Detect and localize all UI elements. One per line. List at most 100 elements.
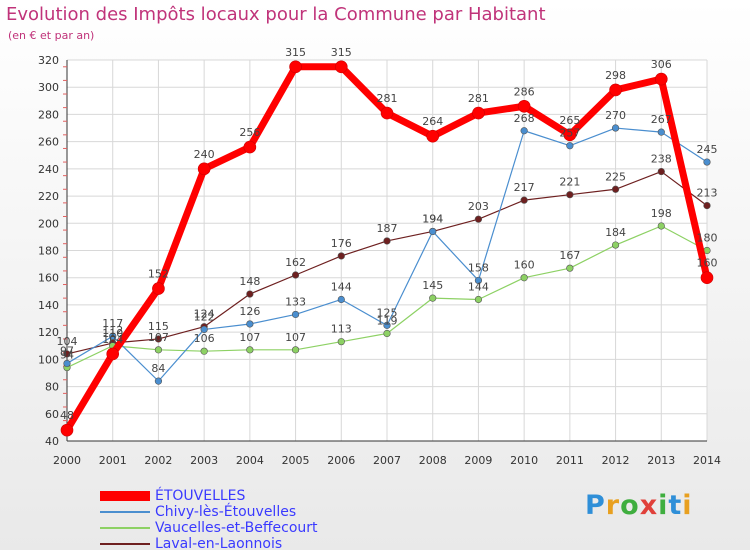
data-label-laval: 225 — [605, 170, 626, 183]
data-point-etouvelles — [472, 106, 485, 120]
data-label-laval: 238 — [651, 153, 672, 166]
x-tick-label: 2003 — [190, 454, 218, 467]
data-label-vaucelles: 106 — [194, 332, 215, 345]
x-tick-label: 2014 — [693, 454, 721, 467]
data-label-chivy: 270 — [605, 109, 626, 122]
x-tick-label: 2009 — [464, 454, 492, 467]
data-label-laval: 115 — [148, 320, 169, 333]
data-point-laval — [657, 167, 665, 176]
data-label-etouvelles: 48 — [60, 409, 74, 422]
y-tick-label: 40 — [45, 435, 59, 448]
data-label-vaucelles: 94 — [60, 349, 74, 362]
legend-swatch-chivy — [100, 511, 150, 513]
data-label-laval: 194 — [422, 212, 443, 225]
data-label-chivy: 144 — [331, 280, 352, 293]
y-tick-label: 200 — [38, 217, 59, 230]
data-point-vaucelles — [611, 241, 620, 249]
data-label-etouvelles: 286 — [514, 85, 535, 98]
data-point-vaucelles — [383, 329, 391, 338]
x-tick-label: 2001 — [99, 454, 127, 467]
y-tick-label: 100 — [38, 353, 59, 366]
data-point-chivy — [337, 295, 345, 304]
legend-swatch-etouvelles — [100, 491, 150, 501]
data-point-vaucelles — [154, 346, 163, 354]
data-label-vaucelles: 184 — [605, 226, 626, 239]
chart-subtitle: (en € et par an) — [8, 29, 95, 42]
x-tick-label: 2013 — [647, 454, 675, 467]
data-point-chivy — [703, 158, 711, 166]
x-tick-label: 2010 — [510, 454, 538, 467]
data-label-chivy: 117 — [102, 317, 123, 330]
data-point-vaucelles — [566, 264, 574, 272]
data-label-chivy: 133 — [285, 295, 306, 308]
data-label-vaucelles: 107 — [239, 331, 260, 344]
data-label-chivy: 126 — [239, 305, 260, 318]
data-point-laval — [611, 185, 620, 193]
x-tick-label: 2011 — [556, 454, 584, 467]
data-point-chivy — [291, 310, 300, 319]
data-point-chivy — [520, 127, 528, 135]
x-tick-label: 2012 — [602, 454, 630, 467]
data-point-chivy — [429, 227, 437, 236]
data-label-chivy: 245 — [697, 143, 718, 156]
data-label-etouvelles: 240 — [194, 148, 215, 161]
data-label-etouvelles: 315 — [331, 46, 352, 59]
data-point-chivy — [109, 332, 117, 340]
data-label-vaucelles: 110 — [102, 327, 123, 340]
data-label-vaucelles: 167 — [559, 249, 580, 262]
data-point-chivy — [246, 320, 254, 328]
data-label-etouvelles: 281 — [468, 92, 489, 105]
y-tick-label: 180 — [38, 245, 59, 258]
data-point-laval — [474, 215, 483, 223]
x-tick-label: 2004 — [236, 454, 264, 467]
data-label-laval: 221 — [559, 176, 580, 189]
data-label-vaucelles: 160 — [514, 259, 535, 272]
data-point-etouvelles — [700, 271, 714, 285]
y-tick-label: 220 — [38, 190, 59, 203]
data-label-chivy: 268 — [514, 112, 535, 125]
data-point-vaucelles — [291, 346, 300, 354]
data-point-etouvelles — [152, 282, 165, 295]
data-label-chivy: 194 — [422, 212, 443, 225]
legend-label-vaucelles: Vaucelles-et-Beffecourt — [155, 520, 318, 536]
data-label-etouvelles: 264 — [422, 115, 443, 128]
data-point-chivy — [200, 325, 208, 334]
data-point-vaucelles — [657, 222, 665, 230]
data-label-chivy: 125 — [377, 306, 398, 319]
legend-label-laval: Laval-en-Laonnois — [155, 536, 283, 552]
x-tick-label: 2007 — [373, 454, 401, 467]
data-label-laval: 187 — [377, 222, 398, 235]
x-tick-label: 2002 — [144, 454, 172, 467]
data-point-chivy — [154, 377, 163, 385]
data-label-vaucelles: 107 — [148, 331, 169, 344]
y-tick-label: 140 — [38, 299, 59, 312]
data-label-etouvelles: 298 — [605, 69, 626, 82]
legend-label-chivy: Chivy-lès-Étouvelles — [155, 504, 297, 520]
data-point-chivy — [611, 124, 620, 132]
data-point-etouvelles — [380, 106, 394, 120]
data-point-laval — [383, 237, 391, 245]
y-tick-label: 60 — [45, 408, 59, 421]
data-label-laval: 176 — [331, 237, 352, 250]
data-label-laval: 104 — [57, 335, 78, 348]
data-label-etouvelles: 256 — [239, 126, 260, 139]
data-label-chivy: 97 — [60, 344, 74, 357]
data-point-etouvelles — [563, 128, 577, 142]
data-point-chivy — [63, 359, 71, 368]
data-label-vaucelles: 145 — [422, 279, 443, 292]
data-point-etouvelles — [654, 72, 668, 86]
data-label-vaucelles: 107 — [285, 331, 306, 344]
data-point-vaucelles — [200, 347, 208, 355]
x-tick-label: 2008 — [419, 454, 447, 467]
data-label-vaucelles: 113 — [331, 323, 352, 336]
data-label-etouvelles: 104 — [102, 333, 123, 346]
x-tick-label: 2006 — [327, 454, 355, 467]
proxiti-logo: Proxiti — [585, 490, 693, 521]
data-point-chivy — [383, 321, 391, 329]
data-label-laval: 203 — [468, 200, 489, 213]
y-tick-label: 80 — [45, 381, 59, 394]
y-tick-label: 120 — [38, 326, 59, 339]
data-point-laval — [291, 271, 300, 279]
data-label-laval: 213 — [697, 187, 718, 200]
